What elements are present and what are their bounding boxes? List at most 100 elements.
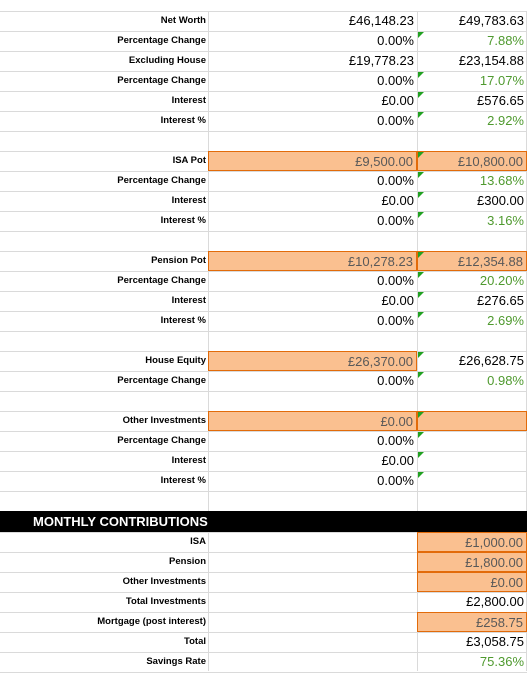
row-label: Percentage Change (117, 35, 206, 46)
value-cell: £46,148.23 (348, 13, 414, 28)
error-indicator (418, 352, 424, 358)
grid-line (0, 231, 527, 232)
value-cell: £3,058.75 (466, 634, 524, 649)
value-cell: £258.75 (417, 612, 527, 632)
grid-line (0, 191, 527, 192)
value-cell: 17.07% (479, 73, 524, 88)
grid-line (0, 91, 527, 92)
value-cell: 0.00% (377, 313, 414, 328)
value-cell: £0.00 (208, 411, 417, 431)
row-label: Interest % (160, 115, 206, 126)
row-label: Net Worth (160, 15, 206, 26)
grid-line (0, 391, 527, 392)
value-cell: 0.00% (377, 433, 414, 448)
value-cell (417, 411, 527, 431)
value-cell: £23,154.88 (458, 53, 524, 68)
grid-line (0, 271, 527, 272)
value-cell: £1,000.00 (417, 532, 527, 552)
row-label: Interest % (160, 215, 206, 226)
grid-line (0, 131, 527, 132)
error-indicator (418, 112, 424, 118)
row-label: Excluding House (128, 55, 206, 66)
row-label: Interest % (160, 475, 206, 486)
row-label: Mortgage (post interest) (97, 616, 206, 627)
grid-line (0, 431, 527, 432)
value-cell: £300.00 (477, 193, 524, 208)
grid-line (0, 291, 527, 292)
grid-line (0, 211, 527, 212)
row-label: Percentage Change (117, 275, 206, 286)
value-cell: £1,800.00 (417, 552, 527, 572)
error-indicator (418, 472, 424, 478)
row-label: Interest (171, 295, 206, 306)
row-label: ISA (190, 536, 206, 547)
row-label: Percentage Change (117, 375, 206, 386)
value-cell: £10,800.00 (417, 151, 527, 171)
value-cell: £0.00 (381, 293, 414, 308)
grid-line (0, 572, 527, 573)
value-cell: 0.00% (377, 113, 414, 128)
value-cell: 0.00% (377, 33, 414, 48)
grid-line (0, 451, 527, 452)
value-cell: £2,800.00 (466, 594, 524, 609)
row-label: Other Investments (122, 415, 206, 426)
row-label: Interest (171, 455, 206, 466)
grid-line (0, 371, 527, 372)
value-cell: £26,370.00 (208, 351, 417, 371)
value-cell: £12,354.88 (417, 251, 527, 271)
value-cell: £0.00 (381, 193, 414, 208)
grid-line (0, 612, 527, 613)
value-cell: £0.00 (417, 572, 527, 592)
row-label: Percentage Change (117, 75, 206, 86)
value-cell: 7.88% (487, 33, 524, 48)
value-cell: £576.65 (477, 93, 524, 108)
error-indicator (418, 192, 424, 198)
row-label: Total Investments (125, 596, 206, 607)
value-cell: £10,278.23 (208, 251, 417, 271)
grid-line (0, 592, 527, 593)
value-cell: 75.36% (479, 654, 524, 669)
value-cell: 0.00% (377, 373, 414, 388)
value-cell: 13.68% (479, 173, 524, 188)
grid-line (0, 31, 527, 32)
value-cell: £0.00 (381, 93, 414, 108)
row-label: Other Investments (122, 576, 206, 587)
error-indicator (418, 32, 424, 38)
grid-line (0, 331, 527, 332)
error-indicator (418, 292, 424, 298)
error-indicator (418, 212, 424, 218)
row-label: Pension Pot (151, 255, 206, 266)
value-cell: £26,628.75 (458, 353, 524, 368)
grid-line (0, 532, 527, 533)
row-label: House Equity (145, 355, 206, 366)
error-indicator (418, 272, 424, 278)
grid-line (208, 11, 209, 671)
value-cell: 3.16% (487, 213, 524, 228)
value-cell: £0.00 (381, 453, 414, 468)
error-indicator (418, 412, 424, 418)
value-cell: 0.00% (377, 73, 414, 88)
error-indicator (418, 372, 424, 378)
grid-line (0, 71, 527, 72)
value-cell: £9,500.00 (208, 151, 417, 171)
error-indicator (418, 172, 424, 178)
grid-line (0, 552, 527, 553)
grid-line (0, 11, 527, 12)
grid-line (0, 471, 527, 472)
section-header: MONTHLY CONTRIBUTIONS (0, 511, 527, 532)
error-indicator (418, 452, 424, 458)
row-label: Percentage Change (117, 175, 206, 186)
grid-line (0, 111, 527, 112)
value-cell: 0.00% (377, 473, 414, 488)
grid-line (0, 171, 527, 172)
grid-line (0, 672, 527, 673)
error-indicator (418, 312, 424, 318)
value-cell: £276.65 (477, 293, 524, 308)
value-cell: 20.20% (479, 273, 524, 288)
row-label: Pension (169, 556, 206, 567)
grid-line (0, 311, 527, 312)
grid-line (0, 632, 527, 633)
error-indicator (418, 92, 424, 98)
error-indicator (418, 432, 424, 438)
